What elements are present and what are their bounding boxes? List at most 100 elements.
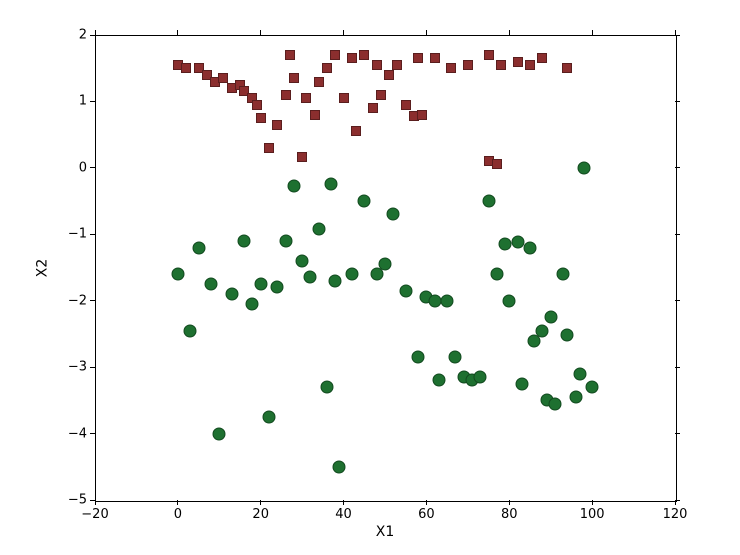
x-tick-label: 60 — [418, 507, 435, 522]
y-tick — [90, 167, 95, 168]
marker-class-a — [484, 50, 494, 60]
marker-class-b — [205, 278, 218, 291]
marker-class-a — [264, 143, 274, 153]
y-tick — [90, 433, 95, 434]
y-tick-label: −4 — [63, 426, 87, 441]
marker-class-b — [279, 234, 292, 247]
marker-class-a — [446, 63, 456, 73]
y-tick-label: −3 — [63, 360, 87, 375]
y-tick — [675, 433, 680, 434]
x-tick — [343, 30, 344, 35]
marker-class-a — [513, 57, 523, 67]
marker-class-b — [548, 397, 561, 410]
y-tick — [90, 367, 95, 368]
x-tick-label: 20 — [252, 507, 269, 522]
y-tick — [675, 367, 680, 368]
marker-class-b — [296, 254, 309, 267]
marker-class-b — [503, 294, 516, 307]
marker-class-b — [515, 377, 528, 390]
marker-class-b — [499, 238, 512, 251]
marker-class-b — [304, 271, 317, 284]
marker-class-b — [263, 410, 276, 423]
x-tick-label: 100 — [580, 507, 605, 522]
marker-class-a — [285, 50, 295, 60]
marker-class-b — [238, 234, 251, 247]
y-tick — [90, 101, 95, 102]
x-tick — [260, 30, 261, 35]
marker-class-b — [511, 236, 524, 249]
marker-class-a — [492, 159, 502, 169]
x-tick — [177, 30, 178, 35]
marker-class-b — [287, 180, 300, 193]
x-tick — [95, 500, 96, 505]
y-tick — [675, 167, 680, 168]
marker-class-b — [358, 195, 371, 208]
marker-class-a — [314, 77, 324, 87]
marker-class-a — [351, 126, 361, 136]
x-tick — [509, 30, 510, 35]
y-tick-label: −5 — [63, 493, 87, 508]
marker-class-a — [301, 93, 311, 103]
marker-class-b — [329, 274, 342, 287]
marker-class-b — [573, 367, 586, 380]
scatter-chart: X1 X2 −20020406080100120−5−4−3−2−1012 — [0, 0, 740, 555]
y-tick — [90, 234, 95, 235]
marker-class-b — [412, 351, 425, 364]
marker-class-a — [289, 73, 299, 83]
marker-class-b — [345, 268, 358, 281]
marker-class-a — [252, 100, 262, 110]
x-tick-label: 40 — [335, 507, 352, 522]
marker-class-a — [430, 53, 440, 63]
marker-class-a — [368, 103, 378, 113]
marker-class-b — [561, 329, 574, 342]
marker-class-a — [218, 73, 228, 83]
x-tick-label: −20 — [81, 507, 108, 522]
marker-class-b — [333, 460, 346, 473]
y-tick — [90, 35, 95, 36]
marker-class-b — [474, 371, 487, 384]
x-tick — [592, 500, 593, 505]
marker-class-a — [347, 53, 357, 63]
y-tick — [90, 500, 95, 501]
marker-class-b — [586, 381, 599, 394]
y-axis-label: X2 — [34, 258, 50, 277]
marker-class-b — [312, 222, 325, 235]
marker-class-a — [392, 60, 402, 70]
y-tick — [675, 500, 680, 501]
x-tick — [675, 500, 676, 505]
y-tick-label: −1 — [63, 227, 87, 242]
marker-class-b — [246, 298, 259, 311]
marker-class-a — [297, 152, 307, 162]
marker-class-b — [171, 268, 184, 281]
marker-class-b — [254, 278, 267, 291]
marker-class-b — [399, 284, 412, 297]
marker-class-b — [544, 311, 557, 324]
marker-class-b — [577, 161, 590, 174]
marker-class-b — [184, 324, 197, 337]
x-tick — [343, 500, 344, 505]
marker-class-b — [449, 351, 462, 364]
y-tick-label: −2 — [63, 293, 87, 308]
marker-class-b — [441, 294, 454, 307]
marker-class-a — [376, 90, 386, 100]
x-tick — [260, 500, 261, 505]
marker-class-b — [536, 324, 549, 337]
marker-class-b — [482, 195, 495, 208]
y-tick — [90, 300, 95, 301]
marker-class-a — [359, 50, 369, 60]
x-tick — [426, 30, 427, 35]
marker-class-a — [322, 63, 332, 73]
marker-class-a — [562, 63, 572, 73]
marker-class-b — [432, 374, 445, 387]
y-tick — [675, 300, 680, 301]
marker-class-a — [181, 63, 191, 73]
marker-class-b — [379, 258, 392, 271]
marker-class-a — [372, 60, 382, 70]
marker-class-a — [330, 50, 340, 60]
marker-class-a — [463, 60, 473, 70]
y-tick — [675, 101, 680, 102]
y-tick — [675, 234, 680, 235]
marker-class-a — [310, 110, 320, 120]
marker-class-b — [490, 268, 503, 281]
y-tick-label: 2 — [63, 28, 87, 43]
